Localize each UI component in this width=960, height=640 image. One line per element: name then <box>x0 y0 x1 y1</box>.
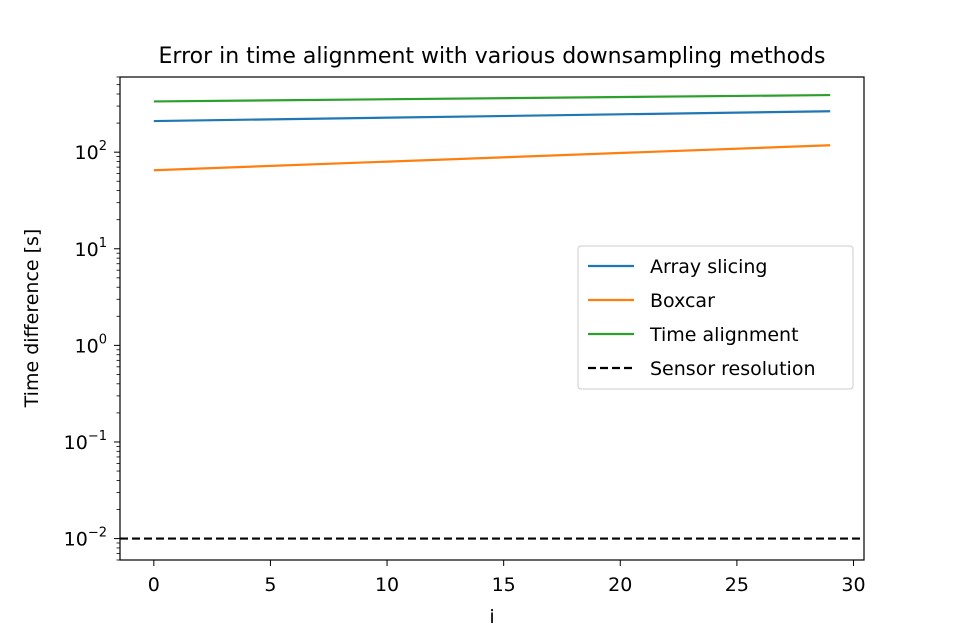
series-line-1 <box>153 144 831 172</box>
y-axis: 10−2 10−1 100 101 102 <box>64 76 120 561</box>
x-tick-label: 30 <box>841 574 865 596</box>
legend-label: Sensor resolution <box>650 358 816 380</box>
series-line-2 <box>153 93 831 103</box>
legend-box <box>577 245 854 390</box>
y-tick-label: 101 <box>75 236 107 261</box>
x-axis: 0 5 10 15 20 25 30 <box>148 560 866 596</box>
series-line-0 <box>153 110 831 123</box>
chart-title: Error in time alignment with various dow… <box>159 44 826 69</box>
y-tick-label: 102 <box>75 139 107 164</box>
x-tick-label: 5 <box>264 574 276 596</box>
legend-label: Array slicing <box>650 256 768 278</box>
legend: Array slicing Boxcar Time alignment Sensor … <box>577 245 854 390</box>
x-axis-label: i <box>489 606 494 628</box>
legend-label: Boxcar <box>650 290 715 312</box>
x-tick-label: 10 <box>375 574 399 596</box>
x-tick-label: 15 <box>492 574 516 596</box>
plot-area <box>120 93 864 540</box>
x-tick-label: 20 <box>608 574 632 596</box>
legend-label: Time alignment <box>649 324 799 346</box>
y-tick-label: 10−1 <box>64 429 107 454</box>
axes-frame <box>119 76 865 561</box>
x-tick-label: 25 <box>725 574 749 596</box>
y-tick-label: 100 <box>75 332 107 357</box>
y-tick-label: 10−2 <box>64 526 107 551</box>
y-axis-label: Time difference [s] <box>21 229 43 409</box>
x-tick-label: 0 <box>148 574 160 596</box>
